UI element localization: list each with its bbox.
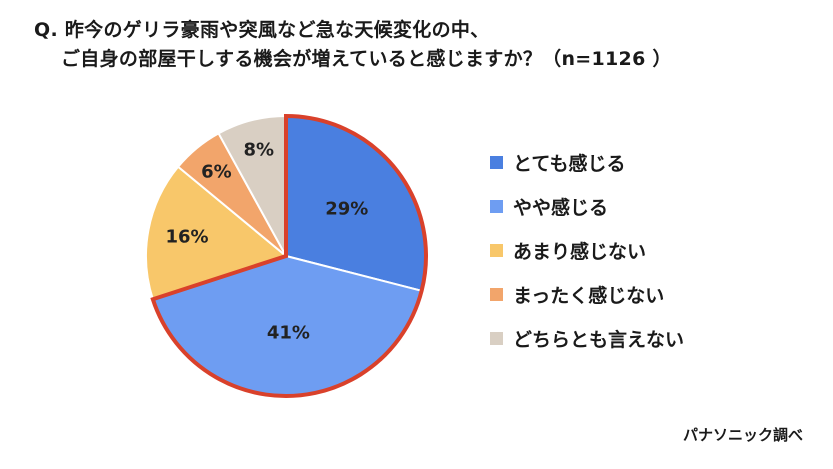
- highlight-outline: [150, 113, 428, 398]
- legend-item: まったく感じない: [490, 280, 684, 309]
- legend-item: とても感じる: [490, 148, 684, 177]
- legend-label: やや感じる: [513, 197, 609, 219]
- slice-value-label: 29%: [325, 198, 368, 219]
- source-credit: パナソニック調べ: [682, 426, 803, 444]
- chart-legend: とても感じる やや感じる あまり感じない まったく感じない どちらとも言えない: [490, 148, 684, 368]
- slice-value-label: 16%: [165, 227, 208, 248]
- legend-swatch: [490, 200, 503, 213]
- legend-swatch: [490, 332, 503, 345]
- legend-label: まったく感じない: [513, 285, 665, 307]
- question-title: Q. 昨今のゲリラ豪雨や突風など急な天候変化の中、 ご自身の部屋干しする機会が増…: [34, 16, 672, 74]
- question-line-2: ご自身の部屋干しする機会が増えていると感じますか？（n=1126 ）: [61, 48, 672, 70]
- slice-value-label: 8%: [244, 140, 275, 161]
- legend-item: どちらとも言えない: [490, 324, 684, 353]
- legend-label: あまり感じない: [513, 241, 647, 263]
- legend-swatch: [490, 244, 503, 257]
- question-line-1: Q. 昨今のゲリラ豪雨や突風など急な天候変化の中、: [34, 19, 490, 41]
- slice-value-label: 6%: [201, 161, 232, 182]
- legend-item: あまり感じない: [490, 236, 684, 265]
- legend-label: とても感じる: [513, 153, 626, 175]
- legend-swatch: [490, 288, 503, 301]
- legend-swatch: [490, 156, 503, 169]
- legend-label: どちらとも言えない: [513, 329, 685, 351]
- slice-value-label: 41%: [267, 323, 310, 344]
- legend-item: やや感じる: [490, 192, 684, 221]
